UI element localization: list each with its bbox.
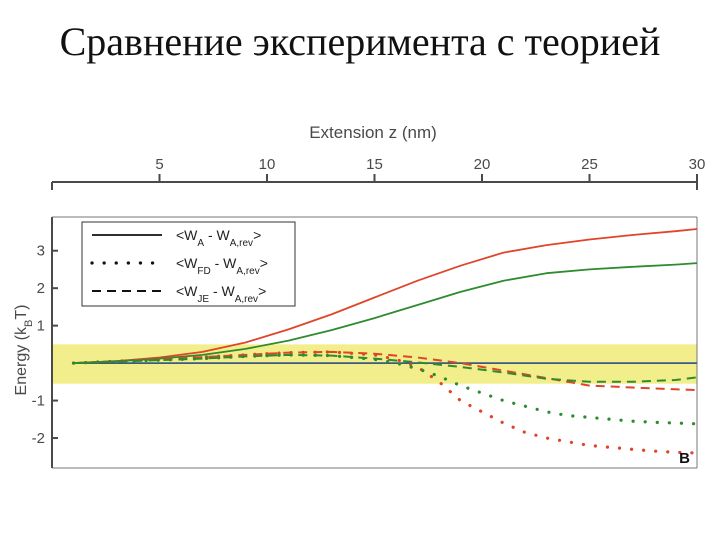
series-solid-2: [73, 262, 698, 364]
series-dotted-6: [71, 353, 699, 426]
legend-text-sub2: A,rev: [236, 266, 259, 277]
series-solid-1: [73, 228, 698, 364]
panel-label: B: [679, 450, 690, 467]
legend-label-solid: <WA - WA,rev>: [176, 227, 261, 249]
y-tick-label: 3: [37, 243, 45, 260]
y-axis-label-suffix: T): [13, 305, 30, 320]
x-tick-label: 10: [259, 156, 276, 173]
legend-text-sub1: JE: [197, 294, 209, 305]
legend-text-end: >: [258, 283, 266, 299]
legend: <WA - WA,rev><WFD - WA,rev><WJE - WA,rev…: [81, 221, 296, 307]
y-axis-label-prefix: Energy (k: [13, 326, 30, 395]
top-x-axis: Extension z (nm) 5 10 15 20 25 30: [51, 123, 705, 190]
legend-label-dotted: <WFD - WA,rev>: [176, 255, 268, 277]
legend-text-mid: - W: [209, 283, 235, 299]
x-tick-label: 25: [581, 156, 598, 173]
legend-label-dashed: <WJE - WA,rev>: [176, 283, 266, 305]
legend-text-end: >: [253, 227, 261, 243]
legend-text-main: <W: [176, 283, 198, 299]
legend-text-mid: - W: [211, 255, 237, 271]
highlight-band: [53, 344, 697, 384]
x-axis-label: Extension z (nm): [309, 123, 437, 142]
legend-text-sub1: FD: [197, 266, 210, 277]
legend-text-sub2: A,rev: [235, 294, 258, 305]
x-tick-label: 5: [155, 156, 163, 173]
y-tick-label: -1: [32, 393, 45, 410]
series-layer: [71, 228, 699, 455]
legend-text-sub1: A: [197, 238, 204, 249]
y-axis-label-sub: B: [23, 320, 35, 327]
legend-text-main: <W: [176, 255, 198, 271]
y-tick-label: -2: [32, 430, 45, 447]
x-tick-label: 20: [474, 156, 491, 173]
legend-text-mid: - W: [204, 227, 230, 243]
y-axis-label: Energy (kBT): [13, 305, 35, 396]
series-dashed-3: [73, 350, 698, 392]
slide-title: Сравнение эксперимента с теорией: [59, 19, 661, 64]
x-tick-label: 15: [366, 156, 383, 173]
y-ticks: -2 -1 1 2 3: [32, 243, 58, 447]
legend-text-end: >: [260, 255, 268, 271]
y-tick-label: 1: [37, 318, 45, 335]
legend-text-sub2: A,rev: [230, 238, 253, 249]
y-tick-label: 2: [37, 280, 45, 297]
x-tick-label: 30: [689, 156, 706, 173]
legend-text-main: <W: [176, 227, 198, 243]
plot-area: -2 -1 1 2 3 B: [32, 216, 699, 469]
x-ticks: 5 10 15 20 25 30: [155, 156, 705, 182]
